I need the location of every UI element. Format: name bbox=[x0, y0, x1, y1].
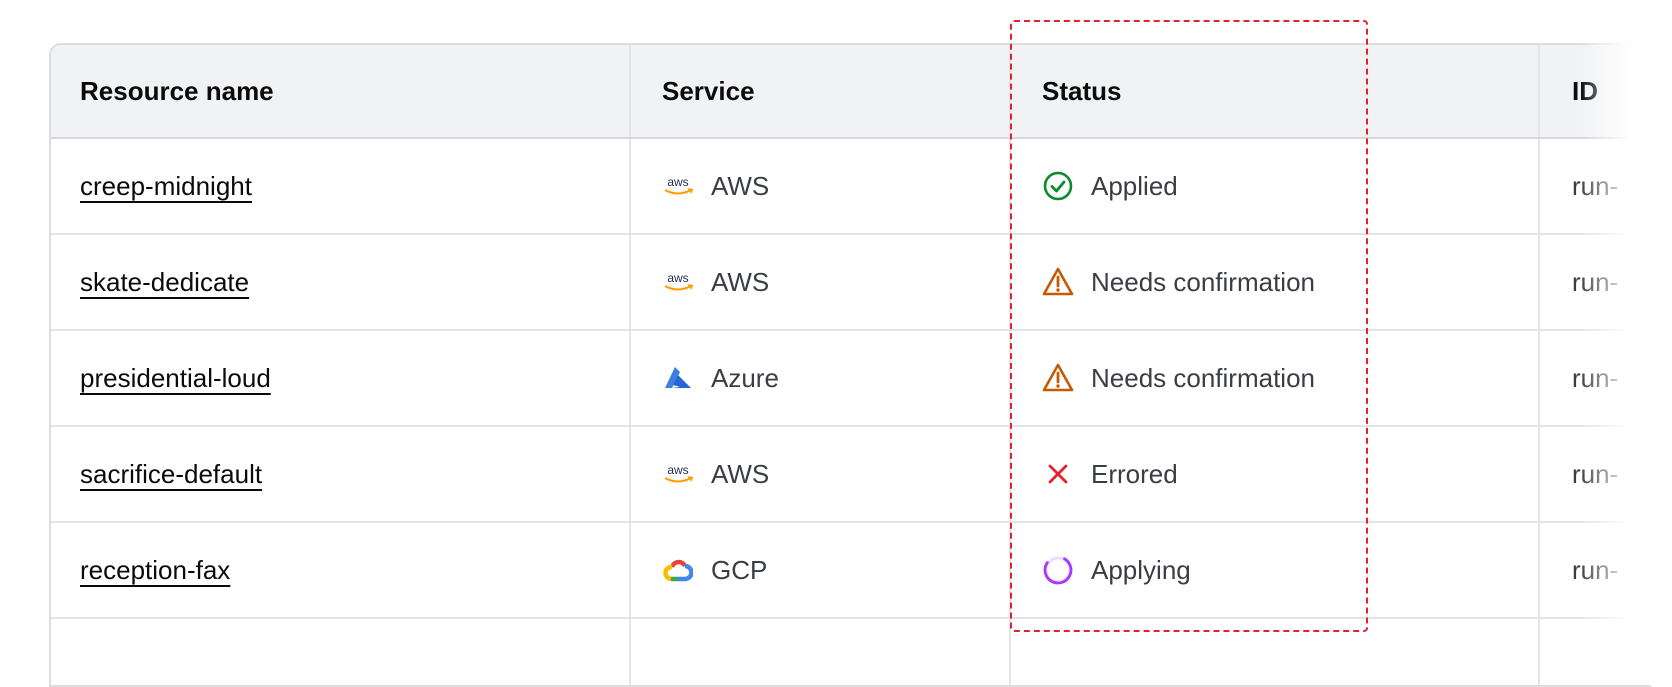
table-row: reception-fax GCP Applying run- bbox=[51, 523, 1651, 619]
table-header: Resource name Service Status ID bbox=[51, 45, 1651, 139]
status-label: Errored bbox=[1091, 458, 1178, 489]
svg-text:aws: aws bbox=[667, 271, 688, 285]
status-cell: Needs confirmation bbox=[1042, 235, 1315, 329]
service-label: Azure bbox=[711, 362, 779, 393]
warning-triangle-icon bbox=[1042, 266, 1074, 298]
service-label: GCP bbox=[711, 554, 768, 585]
table-row: presidential-loud Azure Needs confirmati… bbox=[51, 331, 1651, 427]
status-cell: Applying bbox=[1042, 523, 1191, 617]
aws-logo-icon: aws bbox=[662, 170, 694, 202]
warning-triangle-icon bbox=[1042, 362, 1074, 394]
status-cell: Errored bbox=[1042, 427, 1178, 521]
resource-name-link[interactable]: presidential-loud bbox=[80, 362, 271, 393]
status-column-highlight bbox=[1010, 20, 1368, 632]
x-icon bbox=[1042, 458, 1074, 490]
resource-name-link[interactable]: reception-fax bbox=[80, 554, 231, 585]
column-header-status[interactable]: Status bbox=[1042, 75, 1122, 106]
table-row: skate-dedicate aws AWS Needs confirmation… bbox=[51, 235, 1651, 331]
status-label: Needs confirmation bbox=[1091, 266, 1315, 297]
service-cell: aws AWS bbox=[662, 139, 769, 233]
resource-name-link[interactable]: sacrifice-default bbox=[80, 458, 263, 489]
resource-name-link[interactable]: creep-midnight bbox=[80, 170, 252, 201]
column-header-service[interactable]: Service bbox=[662, 75, 755, 106]
status-label: Applied bbox=[1091, 170, 1178, 201]
resource-name-link[interactable]: skate-dedicate bbox=[80, 266, 250, 297]
svg-text:aws: aws bbox=[667, 175, 688, 189]
svg-text:aws: aws bbox=[667, 463, 688, 477]
table-row-partial bbox=[51, 619, 1651, 685]
resources-table: Resource name Service Status ID creep-mi… bbox=[49, 43, 1651, 687]
service-label: AWS bbox=[711, 170, 770, 201]
scroll-fade bbox=[1580, 0, 1672, 652]
status-label: Applying bbox=[1091, 554, 1191, 585]
status-cell: Needs confirmation bbox=[1042, 331, 1315, 425]
azure-logo-icon bbox=[662, 362, 694, 394]
service-label: AWS bbox=[711, 458, 770, 489]
service-cell: Azure bbox=[662, 331, 779, 425]
service-cell: aws AWS bbox=[662, 427, 769, 521]
service-cell: GCP bbox=[662, 523, 767, 617]
aws-logo-icon: aws bbox=[662, 266, 694, 298]
aws-logo-icon: aws bbox=[662, 458, 694, 490]
service-cell: aws AWS bbox=[662, 235, 769, 329]
column-header-resource-name[interactable]: Resource name bbox=[80, 75, 274, 106]
gcp-logo-icon bbox=[662, 554, 694, 586]
service-label: AWS bbox=[711, 266, 770, 297]
check-circle-icon bbox=[1042, 170, 1074, 202]
status-label: Needs confirmation bbox=[1091, 362, 1315, 393]
status-cell: Applied bbox=[1042, 139, 1178, 233]
spinner-icon bbox=[1042, 554, 1074, 586]
